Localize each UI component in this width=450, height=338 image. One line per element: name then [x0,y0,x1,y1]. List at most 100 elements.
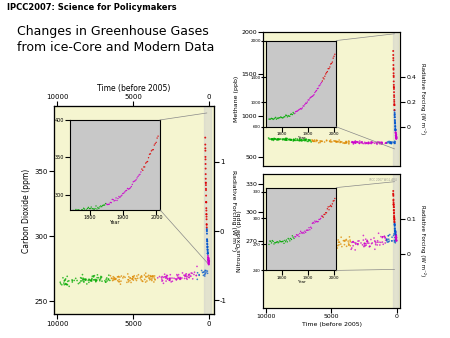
Point [392,232,399,237]
Point [320,215,327,220]
Point [320,241,328,247]
Point [270,242,277,248]
Point [391,219,398,224]
Point [126,278,134,283]
Point [128,184,135,189]
Point [361,241,368,246]
Point [306,237,313,242]
Point [299,241,306,247]
Point [177,275,184,281]
Point [381,234,388,239]
Point [392,118,399,124]
Point [144,274,151,279]
Point [60,281,68,286]
Point [351,140,358,145]
Point [63,282,71,287]
Point [388,238,396,244]
Point [391,115,398,120]
Point [204,244,211,249]
Point [372,240,379,246]
Point [127,185,134,191]
Point [79,277,86,282]
Point [383,141,391,146]
Point [73,278,81,283]
Point [376,242,383,248]
Point [329,59,336,65]
X-axis label: Time (before 2005): Time (before 2005) [302,322,362,327]
Point [320,244,327,250]
Point [310,243,317,248]
Point [313,219,320,224]
Point [360,243,368,248]
Point [187,273,194,279]
Point [202,146,209,151]
Point [202,187,210,193]
Point [80,275,87,281]
Point [391,141,398,146]
Point [154,275,161,281]
Point [299,231,306,236]
Point [277,245,284,251]
Point [195,272,203,277]
Point [388,141,395,146]
Point [120,191,127,196]
Point [391,238,398,243]
Point [176,276,184,282]
Point [301,137,308,142]
Point [391,108,398,113]
Point [320,212,328,217]
Point [379,234,387,240]
Point [308,139,315,145]
Point [104,202,111,207]
Point [81,277,89,283]
Point [305,235,312,240]
Point [302,137,309,143]
Point [205,255,212,260]
Point [205,259,212,264]
Point [382,235,389,240]
Point [276,243,283,249]
Text: IPCC 2007 WG1-AR4: IPCC 2007 WG1-AR4 [369,178,396,182]
Point [381,234,388,239]
Point [282,137,289,142]
Point [99,279,106,284]
Point [327,236,334,241]
Point [392,232,400,238]
Point [267,136,274,142]
Point [181,273,189,279]
Point [387,139,394,145]
Point [203,217,210,222]
Point [141,277,149,282]
Point [390,73,397,78]
Point [352,138,359,144]
Point [203,226,211,232]
Point [186,275,193,280]
Point [117,282,124,287]
Point [290,137,297,142]
Point [271,116,279,121]
Point [115,274,122,280]
Point [284,236,292,241]
Point [173,276,180,282]
Point [391,221,398,227]
Point [390,211,397,216]
Point [203,241,211,246]
Point [309,138,316,143]
X-axis label: Year: Year [297,280,306,284]
Point [329,240,337,245]
Point [326,139,333,144]
Point [188,270,195,276]
Point [270,138,277,143]
Point [205,261,212,267]
Point [110,197,117,202]
Point [391,94,398,100]
Point [392,228,399,234]
Point [276,238,284,244]
Point [392,230,399,236]
Point [179,270,186,276]
Point [199,270,206,275]
Bar [392,174,398,308]
Point [290,242,297,247]
Point [129,276,136,282]
Point [205,259,212,264]
